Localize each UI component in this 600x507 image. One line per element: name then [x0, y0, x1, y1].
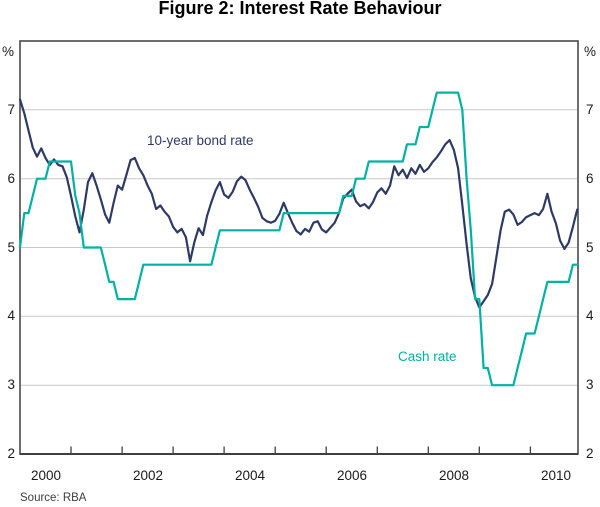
y-tick-label-right: 4	[586, 308, 594, 323]
chart-title: Figure 2: Interest Rate Behaviour	[158, 0, 442, 18]
y-axis-unit-right: %	[584, 44, 597, 59]
source-note: Source: RBA	[20, 492, 87, 504]
cash-rate-series-label: Cash rate	[398, 349, 457, 364]
y-tick-label-right: 7	[586, 102, 594, 117]
y-tick-label-right: 5	[586, 240, 594, 255]
y-tick-label-right: 2	[586, 446, 594, 461]
x-tick-label: 2000	[30, 468, 62, 483]
x-tick-label: 2004	[234, 468, 266, 483]
y-tick-label-left: 6	[7, 171, 15, 186]
x-tick-label: 2006	[336, 468, 368, 483]
y-tick-label-left: 3	[7, 377, 15, 392]
y-tick-label-left: 2	[7, 446, 15, 461]
cash-rate-line	[18, 91, 579, 387]
y-tick-label-left: 5	[7, 240, 15, 255]
x-tick-label: 2008	[438, 468, 470, 483]
y-tick-label-right: 3	[586, 377, 594, 392]
bond-rate-line	[18, 98, 579, 309]
y-tick-label-right: 6	[586, 171, 594, 186]
y-tick-label-left: 7	[7, 102, 15, 117]
x-tick-label: 2002	[132, 468, 164, 483]
x-tick-label: 2010	[540, 468, 572, 483]
y-tick-label-left: 4	[7, 308, 15, 323]
y-axis-unit-left: %	[2, 44, 15, 59]
bond-rate-series-label: 10-year bond rate	[147, 133, 254, 148]
